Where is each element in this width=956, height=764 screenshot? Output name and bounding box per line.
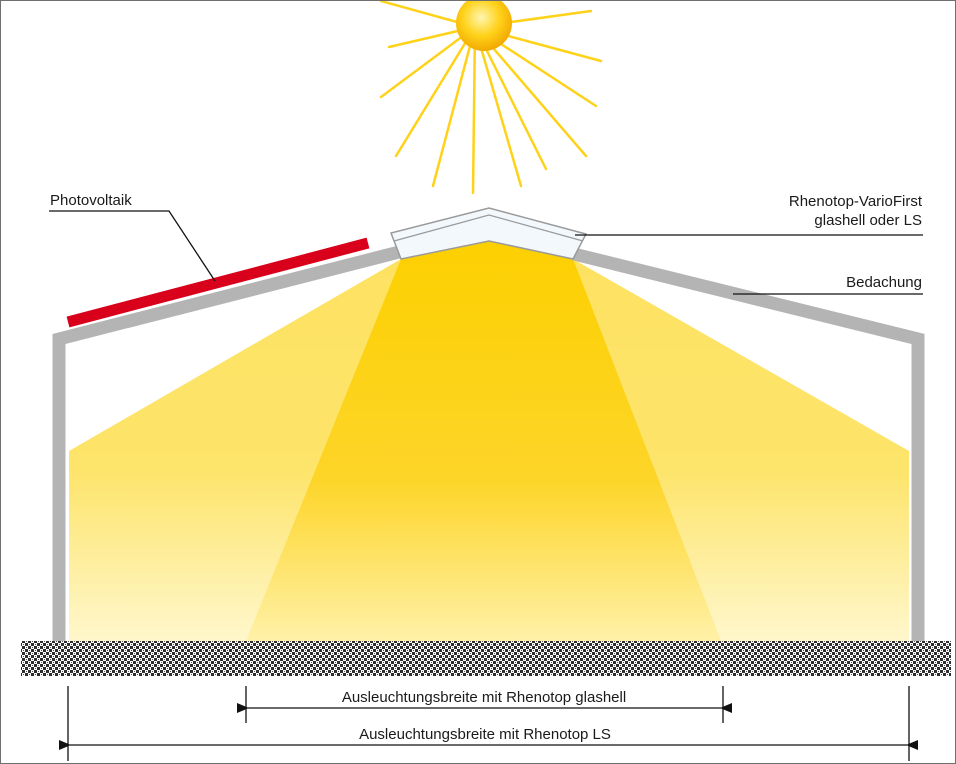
photovoltaic-panel	[66, 237, 370, 328]
leader-lines	[49, 210, 923, 295]
left-wall-and-roof	[52, 244, 405, 641]
light-cone-narrow	[246, 241, 721, 641]
label-skylight-line2: glashell oder LS	[814, 212, 922, 229]
dimension-label-glashell: Ausleuchtungsbreite mit Rhenotop glashel…	[337, 689, 631, 707]
sun-icon	[379, 1, 603, 195]
skylight	[389, 207, 588, 260]
label-skylight-line1: Rhenotop-VarioFirst	[788, 193, 922, 210]
dimension-label-ls: Ausleuchtungsbreite mit Rhenotop LS	[355, 726, 615, 744]
right-wall-and-roof	[572, 247, 925, 641]
label-bedachung: Bedachung	[846, 274, 922, 291]
double-arrow-icon	[59, 703, 918, 750]
label-photovoltaik: Photovoltaik	[50, 192, 132, 209]
label-skylight: Rhenotop-VarioFirst glashell oder LS	[789, 192, 922, 230]
building-structure	[52, 244, 925, 641]
ground	[21, 641, 951, 676]
leader-photovoltaik	[49, 210, 216, 282]
